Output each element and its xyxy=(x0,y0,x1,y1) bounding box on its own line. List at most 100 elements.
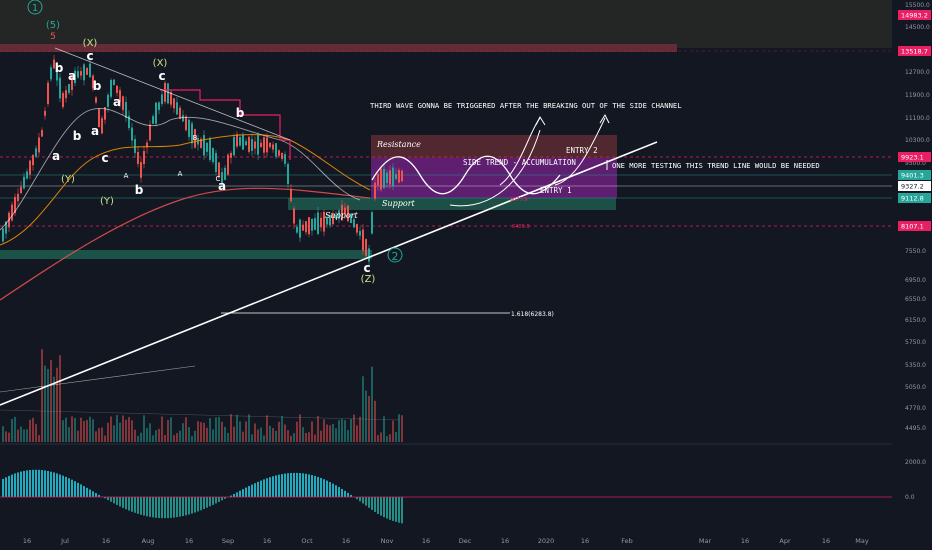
candle-body xyxy=(212,147,214,163)
macd-histogram-group xyxy=(2,469,403,524)
macd-bar xyxy=(137,497,139,514)
macd-bar xyxy=(35,469,37,497)
wave-A-label: A xyxy=(178,170,183,178)
candle-body xyxy=(272,144,274,150)
wave-2-circle xyxy=(387,247,403,263)
candle-body xyxy=(257,135,259,155)
volume-bar xyxy=(239,421,241,442)
volume-bar xyxy=(311,421,313,442)
macd-bar xyxy=(350,494,352,497)
wave-B-label: B xyxy=(193,134,198,142)
time-tick-label: 2020 xyxy=(538,537,555,545)
candle-body xyxy=(110,79,112,97)
macd-bar xyxy=(32,469,34,497)
price-tick-label: 6950.0 xyxy=(905,277,926,284)
candle-body xyxy=(167,83,169,104)
candle-body xyxy=(263,137,265,153)
wave-5-label: (5) xyxy=(46,20,60,31)
volume-bar xyxy=(227,432,229,442)
candle-body xyxy=(290,188,292,202)
volume-bar xyxy=(287,430,289,442)
macd-bar xyxy=(209,497,211,507)
candle-body xyxy=(41,130,43,137)
candle-body xyxy=(152,116,154,124)
wave-y-label: (Y) xyxy=(100,196,114,207)
time-tick-label: 16 xyxy=(23,537,31,545)
price-tick-label: 11900.0 xyxy=(905,92,930,99)
volume-ma-line xyxy=(0,409,401,421)
candle-body xyxy=(338,210,340,219)
volume-bar xyxy=(221,421,223,442)
candle-body xyxy=(107,94,109,107)
candle-body xyxy=(56,71,58,81)
time-tick-label: May xyxy=(855,537,869,545)
macd-bar xyxy=(368,497,370,508)
volume-bar xyxy=(50,359,52,442)
candle-body xyxy=(356,224,358,233)
time-tick-label: Sep xyxy=(222,537,234,545)
macd-bar xyxy=(260,480,262,497)
candle-body xyxy=(389,170,391,185)
macd-bar xyxy=(320,477,322,497)
volume-bar xyxy=(80,417,82,442)
entry-2-label: ENTRY 2 xyxy=(566,146,598,155)
macd-bar xyxy=(113,497,115,504)
price-flag-label: 8107.1 xyxy=(901,223,924,231)
volume-bar xyxy=(275,430,277,442)
macd-bar xyxy=(242,489,244,497)
candle-body xyxy=(299,219,301,238)
volume-bar xyxy=(203,422,205,442)
macd-bar xyxy=(335,485,337,497)
macd-bar xyxy=(104,497,106,499)
volume-bar xyxy=(230,414,232,442)
candle-body xyxy=(137,152,139,164)
candle-body xyxy=(140,162,142,178)
candle-body xyxy=(176,102,178,115)
macd-bar xyxy=(272,476,274,497)
time-axis[interactable]: 16 Jul 16 Aug 16 Sep 16 Oct 16 Nov 16 Dec 16 2020 16 Fe… xyxy=(23,537,869,545)
candle-body xyxy=(314,218,316,230)
volume-bar xyxy=(392,420,394,442)
candle-body xyxy=(326,217,328,225)
macd-bar xyxy=(149,497,151,517)
candle-body xyxy=(29,160,31,175)
wave-b-label-4: b xyxy=(73,129,82,143)
wave-1-label: 1 xyxy=(32,3,38,14)
projection-arrow-1 xyxy=(449,129,541,207)
volume-bar xyxy=(32,417,34,442)
macd-bar xyxy=(392,497,394,521)
volume-bar xyxy=(383,416,385,442)
price-tick-label: 4495.0 xyxy=(905,425,926,432)
price-flag-label: 14983.2 xyxy=(901,12,928,20)
macd-bar xyxy=(197,497,199,512)
volume-bar xyxy=(86,419,88,442)
time-tick-label: Nov xyxy=(381,537,394,545)
volume-bar xyxy=(14,416,16,442)
volume-bar xyxy=(350,418,352,442)
candle-body xyxy=(287,163,289,185)
wave-a-label-3: a xyxy=(52,149,60,163)
macd-bar xyxy=(245,487,247,497)
volume-bar xyxy=(248,414,250,442)
resistance-box xyxy=(371,135,617,158)
volume-bar xyxy=(224,426,226,442)
macd-bar xyxy=(326,480,328,497)
macd-bar xyxy=(65,476,67,497)
volume-bar xyxy=(323,419,325,442)
macd-bar xyxy=(263,479,265,497)
macd-bar xyxy=(284,473,286,497)
wave-2-label: 2 xyxy=(392,250,399,263)
volume-bar xyxy=(134,429,136,442)
candle-body xyxy=(191,123,193,144)
macd-bar xyxy=(278,474,280,497)
upper-resistance-band xyxy=(0,44,677,52)
wave-1-circle xyxy=(27,0,43,15)
candle-body xyxy=(179,107,181,119)
macd-bar xyxy=(173,497,175,518)
volume-bar xyxy=(380,432,382,442)
price-flag-label: 9401.3 xyxy=(901,172,924,180)
candle-body xyxy=(71,75,73,90)
candle-body xyxy=(44,110,46,116)
volume-bar xyxy=(281,415,283,442)
